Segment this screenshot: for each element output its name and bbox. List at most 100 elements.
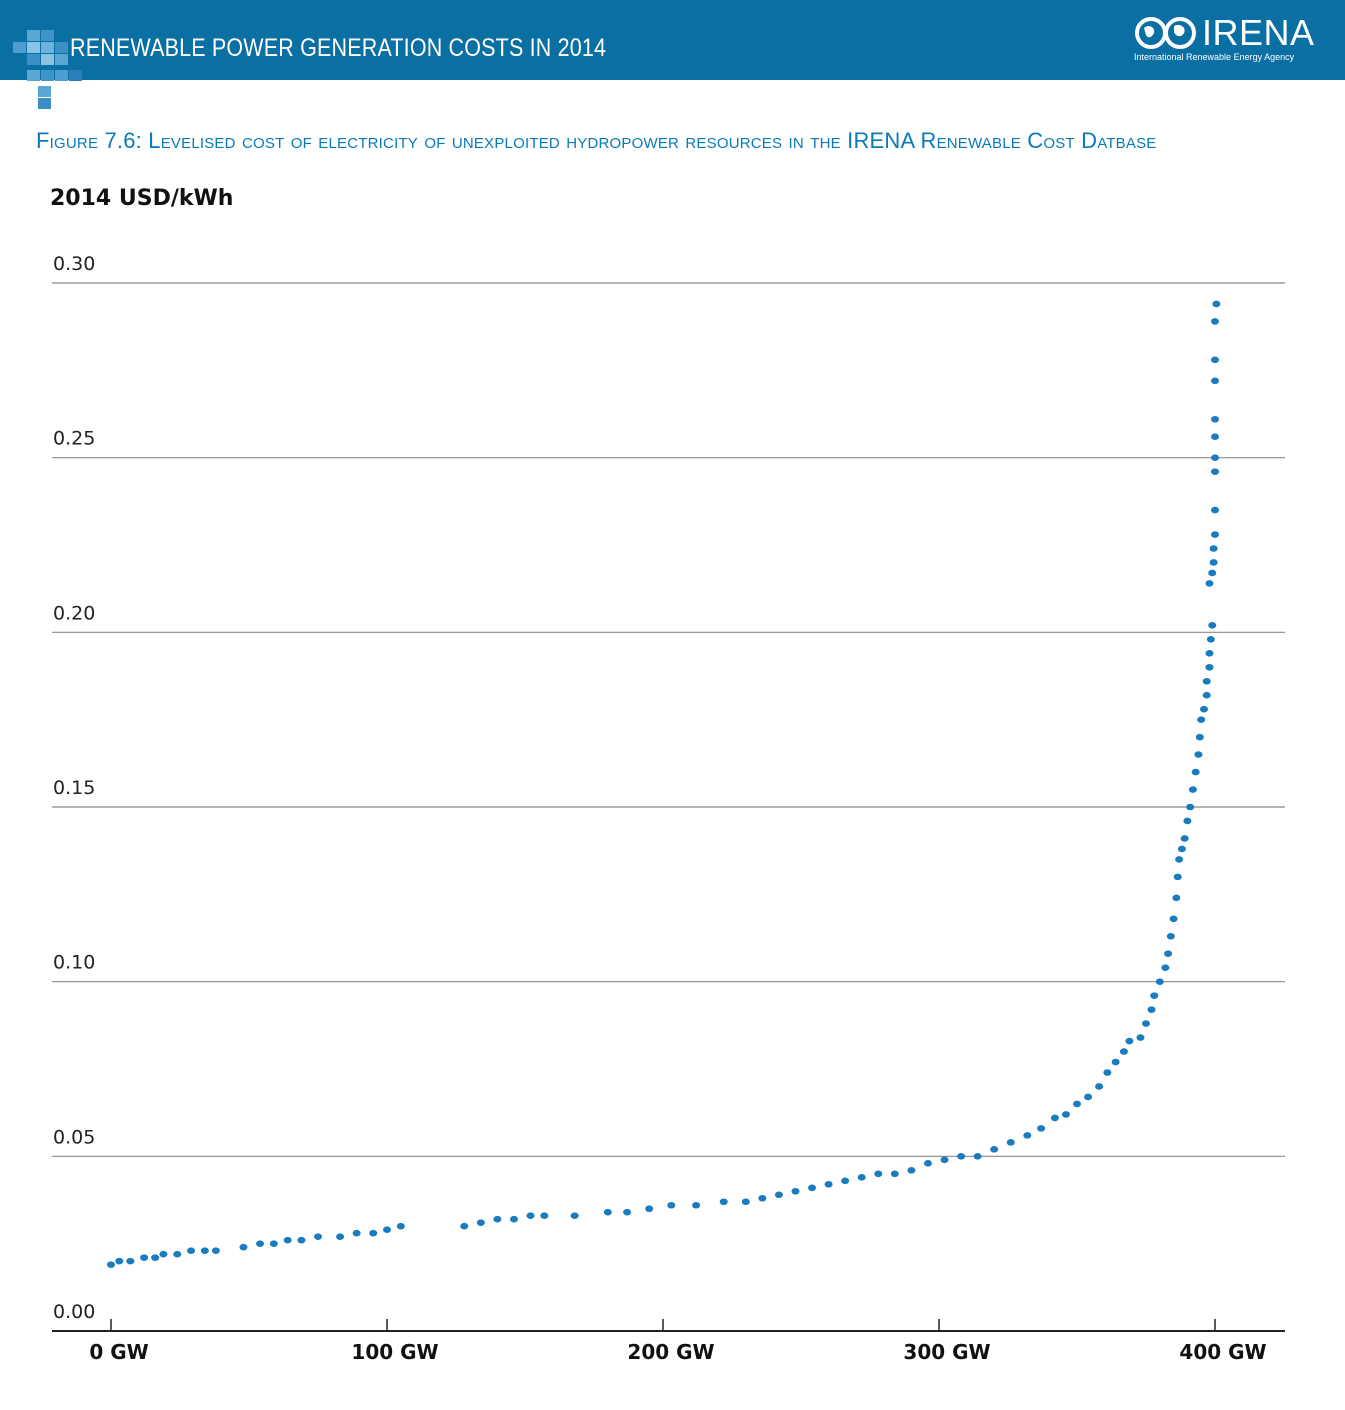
data-point <box>973 1153 982 1160</box>
data-point <box>1209 559 1218 566</box>
data-point <box>1095 1083 1104 1090</box>
data-point <box>808 1184 817 1192</box>
data-point <box>1073 1100 1081 1108</box>
data-point <box>1084 1093 1093 1101</box>
data-point <box>1202 677 1211 685</box>
data-point <box>493 1215 502 1223</box>
data-point <box>297 1236 306 1244</box>
header-banner: RENEWABLE POWER GENERATION COSTS IN 2014… <box>0 0 1345 109</box>
data-point <box>1037 1125 1046 1132</box>
data-point <box>1119 1048 1128 1055</box>
data-point <box>1173 873 1182 881</box>
logo-subtitle: International Renewable Energy Agency <box>1134 52 1295 62</box>
data-point <box>623 1208 632 1216</box>
data-point <box>140 1254 149 1261</box>
data-point <box>957 1153 966 1160</box>
data-point <box>187 1247 196 1254</box>
data-point <box>239 1243 248 1251</box>
report-title: RENEWABLE POWER GENERATION COSTS IN 2014 <box>70 34 607 62</box>
data-point <box>1197 716 1206 723</box>
data-point <box>1205 663 1214 671</box>
y-tick-label: 0.10 <box>53 952 95 974</box>
y-tick-label: 0.15 <box>53 777 95 799</box>
data-point <box>540 1212 549 1220</box>
data-point <box>126 1257 135 1265</box>
data-point <box>841 1177 850 1185</box>
data-point <box>990 1146 999 1153</box>
data-point <box>1161 964 1170 971</box>
data-point <box>1191 768 1200 776</box>
data-point <box>874 1170 883 1178</box>
x-tick-label: 0 GW <box>89 1340 148 1364</box>
data-point <box>1155 978 1164 985</box>
data-point <box>211 1247 220 1254</box>
data-point <box>1211 454 1219 461</box>
y-axis-unit-label: 2014 USD/kWh <box>50 186 234 211</box>
data-point <box>1142 1020 1150 1027</box>
data-point <box>1211 468 1219 475</box>
data-point <box>1175 856 1184 863</box>
data-point <box>774 1191 783 1199</box>
data-point <box>890 1170 899 1178</box>
data-point <box>1147 1006 1156 1013</box>
data-point <box>256 1240 265 1247</box>
data-point <box>603 1208 612 1216</box>
data-point <box>1211 377 1219 385</box>
data-point <box>1209 545 1218 552</box>
data-point <box>1208 622 1217 629</box>
y-tick-label: 0.20 <box>53 602 95 624</box>
data-point <box>352 1229 361 1237</box>
x-tick-label: 200 GW <box>627 1340 714 1364</box>
x-tick-label: 100 GW <box>351 1340 438 1364</box>
y-tick-label: 0.25 <box>53 428 95 450</box>
data-point <box>1199 705 1208 713</box>
data-point <box>1206 636 1215 643</box>
data-point <box>1006 1139 1015 1146</box>
data-point <box>269 1240 278 1247</box>
data-point <box>1023 1132 1032 1139</box>
data-point <box>383 1226 391 1233</box>
data-point <box>509 1215 518 1223</box>
data-point <box>314 1233 322 1240</box>
data-point <box>1188 786 1197 793</box>
x-tick-label: 400 GW <box>1179 1340 1266 1364</box>
data-point <box>369 1229 378 1237</box>
data-point <box>1136 1034 1145 1041</box>
data-point <box>1208 569 1217 577</box>
data-point <box>692 1201 701 1209</box>
data-point <box>570 1212 579 1220</box>
data-point <box>1164 950 1173 958</box>
data-point <box>1150 992 1159 999</box>
data-point <box>824 1180 833 1188</box>
data-point <box>1211 531 1219 538</box>
data-point <box>758 1194 767 1202</box>
data-point <box>200 1247 209 1254</box>
data-point <box>1172 894 1181 902</box>
data-point <box>1194 751 1203 758</box>
data-point <box>923 1160 932 1167</box>
data-point <box>173 1250 182 1258</box>
data-point <box>791 1187 800 1195</box>
data-point <box>1195 733 1204 741</box>
globe-logo-icon <box>1135 17 1196 49</box>
data-point <box>1169 915 1178 923</box>
data-point <box>336 1233 345 1240</box>
data-point <box>476 1219 485 1227</box>
data-point <box>1166 932 1175 940</box>
data-point <box>159 1250 168 1258</box>
data-point <box>1211 356 1219 364</box>
data-point <box>1103 1069 1112 1076</box>
data-point <box>1211 318 1219 325</box>
data-point <box>1186 803 1195 811</box>
data-point <box>526 1212 535 1220</box>
figure-title: Figure 7.6: Levelised cost of electricit… <box>36 128 1157 153</box>
data-point <box>107 1261 115 1268</box>
y-tick-label: 0.00 <box>53 1301 95 1323</box>
data-point <box>1183 817 1192 825</box>
cross-pattern-decoration <box>13 30 82 109</box>
irena-logo: IRENA International Renewable Energy Age… <box>1134 14 1314 66</box>
data-point <box>1180 835 1189 842</box>
data-point <box>645 1205 654 1213</box>
data-point <box>396 1222 405 1230</box>
data-point <box>1211 506 1219 514</box>
